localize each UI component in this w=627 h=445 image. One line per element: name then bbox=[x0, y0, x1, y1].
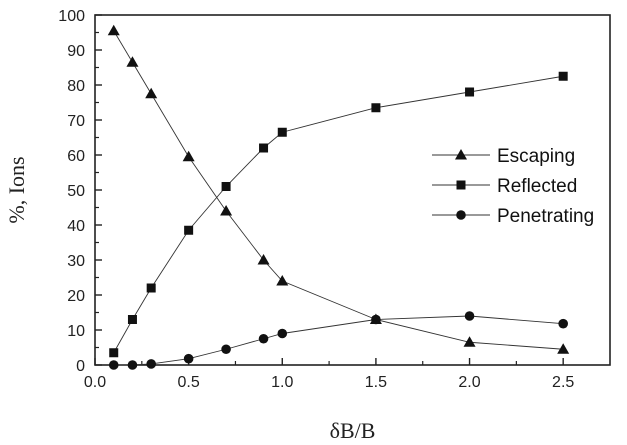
x-tick-label: 0.0 bbox=[84, 374, 106, 391]
series-line-reflected bbox=[113, 75, 564, 353]
data-point-reflected bbox=[127, 315, 137, 324]
series-line-escaping bbox=[113, 30, 564, 350]
y-tick-label: 10 bbox=[67, 323, 85, 340]
data-point-escaping bbox=[107, 24, 120, 36]
data-point-penetrating bbox=[258, 333, 269, 344]
legend-label-penetrating: Penetrating bbox=[497, 206, 594, 227]
data-point-penetrating bbox=[127, 360, 138, 370]
data-point-reflected bbox=[146, 283, 156, 293]
legend: Escaping Reflected Penetrating bbox=[432, 146, 594, 227]
data-point-escaping bbox=[276, 275, 289, 286]
x-tick-label: 0.5 bbox=[178, 374, 200, 391]
data-point-escaping bbox=[257, 254, 270, 265]
x-tick-label: 2.5 bbox=[552, 374, 574, 391]
y-tick-label: 30 bbox=[67, 253, 85, 270]
legend-marker-penetrating bbox=[456, 210, 466, 220]
data-point-escaping bbox=[145, 87, 158, 99]
data-point-penetrating bbox=[371, 314, 381, 325]
data-point-penetrating bbox=[221, 344, 231, 355]
data-point-reflected bbox=[184, 225, 194, 235]
data-point-reflected bbox=[109, 348, 119, 358]
y-tick-label: 80 bbox=[67, 78, 85, 95]
data-point-penetrating bbox=[108, 360, 119, 370]
data-point-penetrating bbox=[464, 311, 475, 321]
axes: 0.0 0.5 1.0 1.5 2.0 2.5 0 10 20 30 40 50 60 70 80 90 100 bbox=[58, 8, 611, 391]
legend-marker-reflected bbox=[456, 180, 466, 190]
y-tick-label: 0 bbox=[76, 358, 85, 375]
data-point-reflected bbox=[465, 87, 475, 97]
series-escaping bbox=[107, 24, 570, 354]
data-point-escaping bbox=[182, 150, 195, 162]
y-tick-label: 70 bbox=[67, 113, 85, 130]
data-point-penetrating bbox=[146, 359, 156, 369]
y-tick-label: 20 bbox=[67, 288, 85, 305]
data-point-reflected bbox=[371, 103, 381, 113]
x-axis-label: δB/B bbox=[330, 418, 376, 443]
x-tick-label: 2.0 bbox=[458, 374, 480, 391]
y-tick-label: 100 bbox=[58, 8, 85, 25]
legend-label-escaping: Escaping bbox=[497, 146, 575, 167]
data-point-penetrating bbox=[558, 318, 568, 329]
series-layer bbox=[107, 24, 570, 370]
data-point-escaping bbox=[557, 343, 570, 354]
data-point-penetrating bbox=[183, 353, 194, 364]
data-point-escaping bbox=[463, 336, 476, 347]
data-point-reflected bbox=[221, 182, 231, 191]
y-tick-label: 40 bbox=[67, 218, 85, 235]
data-point-reflected bbox=[558, 71, 568, 81]
series-reflected bbox=[109, 71, 568, 358]
data-point-reflected bbox=[277, 127, 287, 137]
y-tick-label: 50 bbox=[67, 183, 85, 200]
series-line-penetrating bbox=[113, 315, 564, 366]
data-point-reflected bbox=[259, 143, 269, 153]
x-tick-label: 1.5 bbox=[365, 374, 387, 391]
data-point-penetrating bbox=[277, 328, 288, 339]
y-axis-label: %, Ions bbox=[4, 156, 29, 223]
x-tick-label: 1.0 bbox=[271, 374, 293, 391]
y-tick-label: 60 bbox=[67, 148, 85, 165]
y-tick-label: 90 bbox=[67, 43, 85, 60]
series-penetrating bbox=[108, 311, 568, 370]
legend-label-reflected: Reflected bbox=[497, 176, 577, 197]
data-point-escaping bbox=[220, 205, 233, 216]
legend-marker-escaping bbox=[455, 149, 467, 160]
data-point-escaping bbox=[126, 56, 139, 67]
